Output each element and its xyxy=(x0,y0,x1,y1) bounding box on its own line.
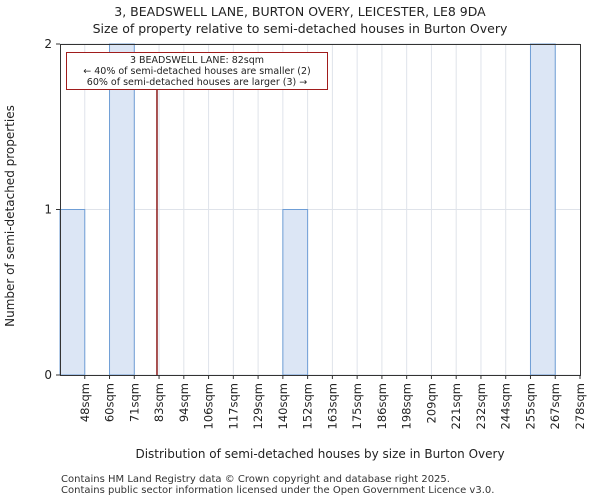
x-tick-label: 71sqm xyxy=(127,383,141,422)
x-tick-label: 106sqm xyxy=(202,383,216,429)
x-tick-label: 267sqm xyxy=(548,383,562,429)
x-tick-label: 163sqm xyxy=(325,383,339,429)
y-tick-label: 0 xyxy=(44,368,52,382)
annotation-box xyxy=(66,52,328,90)
plot-frame xyxy=(60,44,581,376)
x-tick-label: 255sqm xyxy=(523,383,537,429)
x-tick-label: 278sqm xyxy=(573,383,587,429)
footer-licence: Contains public sector information licen… xyxy=(61,485,495,496)
x-tick-label: 117sqm xyxy=(226,383,240,429)
annotation-line-2: ← 40% of semi-detached houses are smalle… xyxy=(83,66,311,77)
x-axis-ticks: 48sqm 60sqm 71sqm 83sqm 94sqm 106sqm 117sqm 129… xyxy=(78,375,587,429)
y-axis-label: Number of semi-detached properties xyxy=(3,105,17,327)
bar xyxy=(59,209,86,376)
bar xyxy=(109,43,135,376)
y-tick-label: 2 xyxy=(44,37,52,51)
bar xyxy=(529,43,556,376)
x-tick-label: 83sqm xyxy=(152,383,166,422)
y-tick-label: 1 xyxy=(44,203,52,217)
chart-title: 3, BEADSWELL LANE, BURTON OVERY, LEICEST… xyxy=(114,4,486,19)
chart-title-block: 3, BEADSWELL LANE, BURTON OVERY, LEICEST… xyxy=(0,3,600,37)
x-tick-label: 186sqm xyxy=(375,383,389,429)
x-tick-label: 244sqm xyxy=(499,383,513,429)
x-tick-label: 221sqm xyxy=(449,383,463,429)
x-tick-label: 94sqm xyxy=(177,383,191,422)
annotation-line-1: 3 BEADSWELL LANE: 82sqm xyxy=(130,55,264,66)
x-tick-label: 152sqm xyxy=(301,383,315,429)
x-tick-label: 60sqm xyxy=(103,383,117,422)
bar xyxy=(282,209,309,376)
x-tick-label: 232sqm xyxy=(474,383,488,429)
annotation-line-3: 60% of semi-detached houses are larger (… xyxy=(87,77,307,88)
x-tick-label: 48sqm xyxy=(78,383,92,422)
x-tick-label: 175sqm xyxy=(350,383,364,429)
x-axis-label: Distribution of semi-detached houses by … xyxy=(135,447,504,461)
x-tick-label: 209qm xyxy=(424,383,438,423)
x-tick-label: 129sqm xyxy=(251,383,265,429)
x-tick-label: 198sqm xyxy=(400,383,414,429)
x-tick-label: 140sqm xyxy=(276,383,290,429)
marker-annotation: 3 BEADSWELL LANE: 82sqm ← 40% of semi-de… xyxy=(66,52,328,90)
footer-copyright: Contains HM Land Registry data © Crown c… xyxy=(61,474,450,485)
chart-subtitle: Size of property relative to semi-detach… xyxy=(92,21,508,36)
bars-layer xyxy=(59,43,556,376)
grid-layer xyxy=(60,43,580,376)
y-axis-ticks: 0 1 2 xyxy=(44,37,60,382)
